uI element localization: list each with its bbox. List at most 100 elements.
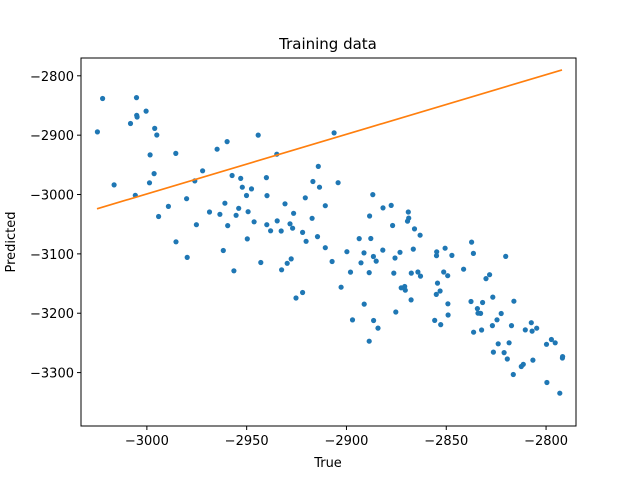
scatter-point xyxy=(534,325,540,331)
x-tick-label: −2800 xyxy=(524,434,568,449)
plot-area xyxy=(94,69,566,396)
scatter-point xyxy=(417,232,423,238)
scatter-point xyxy=(236,205,242,211)
scatter-point xyxy=(111,182,117,188)
scatter-point xyxy=(504,356,510,362)
scatter-point xyxy=(438,322,444,328)
scatter-point xyxy=(366,338,372,344)
scatter-point xyxy=(410,246,416,252)
scatter-point xyxy=(371,317,377,324)
scatter-point xyxy=(217,211,223,217)
scatter-point xyxy=(338,284,344,290)
scatter-point xyxy=(380,205,386,211)
scatter-point xyxy=(233,212,239,218)
scatter-point xyxy=(495,341,501,347)
scatter-point xyxy=(152,125,158,131)
scatter-point xyxy=(445,273,451,279)
scatter-point xyxy=(349,317,356,323)
y-tick-label: −3200 xyxy=(30,307,74,322)
scatter-point xyxy=(501,350,507,356)
scatter-point xyxy=(445,312,451,318)
scatter-point xyxy=(470,250,476,256)
scatter-point xyxy=(134,114,140,120)
axes-frame xyxy=(80,57,577,427)
scatter-point xyxy=(367,213,373,219)
scatter-point xyxy=(557,390,563,396)
scatter-point xyxy=(408,297,414,303)
scatter-point xyxy=(522,327,528,333)
x-tick-label: −2950 xyxy=(225,434,269,449)
scatter-point xyxy=(411,226,418,232)
scatter-point xyxy=(263,175,269,181)
scatter-point xyxy=(433,253,440,259)
scatter-point xyxy=(173,239,179,245)
scatter-point xyxy=(258,259,264,266)
scatter-point xyxy=(184,254,190,260)
scatter-point xyxy=(279,267,285,273)
scatter-point xyxy=(291,210,297,216)
scatter-point xyxy=(154,132,160,138)
scatter-point xyxy=(370,253,376,260)
scatter-point xyxy=(173,150,179,156)
scatter-point xyxy=(239,184,245,190)
scatter-point xyxy=(316,184,323,190)
scatter-point xyxy=(391,270,397,276)
scatter-point xyxy=(274,218,280,224)
scatter-point xyxy=(503,253,509,259)
fit-line xyxy=(96,69,563,210)
scatter-point xyxy=(314,234,321,240)
scatter-point xyxy=(165,203,171,209)
scatter-point xyxy=(143,108,149,114)
scatter-point xyxy=(133,95,140,101)
scatter-point xyxy=(264,222,270,228)
scatter-point xyxy=(243,192,250,199)
scatter-point xyxy=(251,219,257,225)
scatter-point xyxy=(518,363,524,370)
scatter-point xyxy=(415,269,421,275)
scatter-point xyxy=(200,168,206,174)
scatter-point xyxy=(147,152,153,158)
scatter-point xyxy=(408,270,414,276)
scatter-point xyxy=(530,357,536,363)
x-axis-label: True xyxy=(313,456,342,471)
scatter-point xyxy=(156,213,162,220)
scatter-point xyxy=(474,306,480,312)
scatter-point xyxy=(432,317,438,323)
chart-title: Training data xyxy=(278,35,377,53)
x-axis-ticks: −3000 −2950 −2900 −2850 −2800 xyxy=(125,426,568,449)
scatter-point xyxy=(300,289,306,296)
scatter-point xyxy=(469,239,475,245)
scatter-point xyxy=(433,291,439,297)
scatter-point xyxy=(442,245,448,251)
scatter-point xyxy=(146,180,153,186)
scatter-point xyxy=(506,340,512,346)
scatter-point xyxy=(220,247,226,254)
scatter-point xyxy=(390,222,396,229)
scatter-point xyxy=(375,325,381,331)
scatter-point xyxy=(366,270,372,276)
scatter-point xyxy=(434,280,441,286)
scatter-point xyxy=(543,341,550,347)
x-tick-label: −2900 xyxy=(324,434,368,449)
scatter-point xyxy=(475,310,481,316)
scatter-point xyxy=(315,163,321,169)
scatter-point xyxy=(287,221,293,227)
scatter-point xyxy=(127,120,134,127)
scatter-point xyxy=(331,130,337,136)
scatter-point xyxy=(480,299,486,306)
scatter-point xyxy=(498,310,504,317)
scatter-point xyxy=(293,295,299,301)
scatter-point xyxy=(511,298,517,304)
scatter-point xyxy=(437,288,443,294)
scatter-point xyxy=(224,139,230,145)
y-tick-label: −3300 xyxy=(30,367,74,382)
scatter-point xyxy=(225,223,231,229)
scatter-point xyxy=(490,349,496,355)
scatter-point xyxy=(404,218,411,224)
scatter-point xyxy=(245,209,251,215)
scatter-point xyxy=(417,273,424,279)
scatter-point xyxy=(100,95,106,102)
y-axis-label: Predicted xyxy=(4,211,19,272)
scatter-point xyxy=(483,276,489,282)
scatter-point xyxy=(302,195,308,201)
